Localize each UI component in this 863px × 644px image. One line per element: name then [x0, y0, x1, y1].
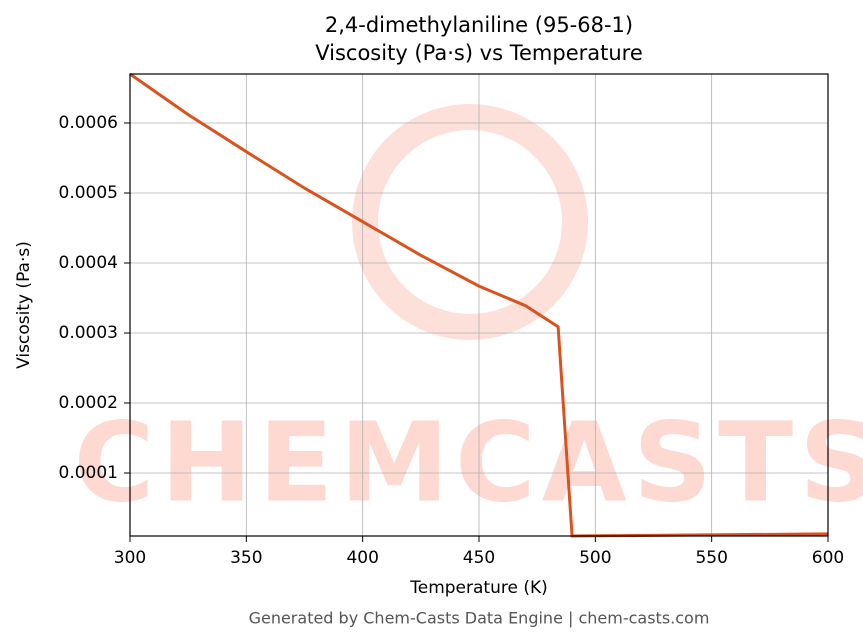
- x-axis-label: Temperature (K): [409, 578, 548, 598]
- y-tick-label: 0.0006: [59, 113, 118, 133]
- x-tick-label: 450: [463, 548, 495, 568]
- watermark-logo: [352, 104, 588, 340]
- x-tick-label: 500: [579, 548, 611, 568]
- watermark: CHEMCASTS: [74, 398, 863, 526]
- x-tick-label: 350: [230, 548, 262, 568]
- y-tick-label: 0.0002: [59, 393, 118, 413]
- data-line: [129, 72, 829, 538]
- plot-frame: [129, 73, 829, 537]
- chart-title: 2,4-dimethylaniline (95-68-1): [325, 13, 633, 37]
- y-tick-label: 0.0001: [59, 463, 118, 483]
- x-tick-label: 400: [346, 548, 378, 568]
- y-tick-label: 0.0004: [59, 253, 118, 273]
- y-tick-label: 0.0003: [59, 323, 118, 343]
- chart-subtitle: Viscosity (Pa·s) vs Temperature: [315, 41, 643, 65]
- y-axis-label: Viscosity (Pa·s): [14, 241, 34, 369]
- footer: Generated by Chem-Casts Data Engine | ch…: [249, 609, 710, 628]
- x-tick-label: 600: [812, 548, 844, 568]
- y-tick-label: 0.0005: [59, 183, 118, 203]
- x-tick-label: 300: [114, 548, 146, 568]
- x-tick-label: 550: [695, 548, 727, 568]
